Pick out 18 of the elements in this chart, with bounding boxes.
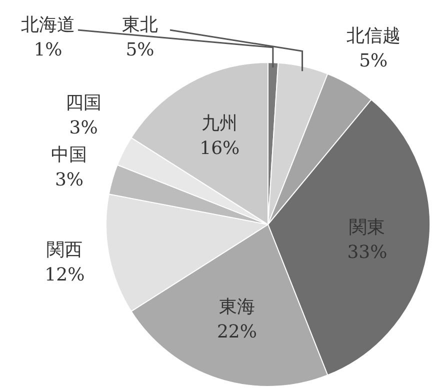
data-label: 1% (34, 40, 62, 61)
slice-label: 東北 (122, 14, 158, 36)
slice-label: 四国 (66, 92, 102, 114)
data-label: 16% (200, 138, 240, 160)
slice-label: 九州 (202, 113, 238, 134)
data-label: 3% (54, 169, 84, 190)
slice-label: 北信越 (346, 26, 400, 47)
slice-label: 関西 (46, 239, 83, 260)
slice-label: 関東 (349, 216, 386, 238)
data-label: 3% (69, 117, 98, 138)
slice-label: 中国 (51, 144, 88, 166)
slice-label: 北海道 (21, 14, 75, 36)
data-label: 5% (359, 50, 388, 72)
slice-label: 東海 (218, 296, 255, 318)
data-label: 33% (347, 242, 388, 263)
data-label: 22% (216, 322, 257, 343)
data-label: 12% (44, 264, 85, 286)
data-label: 5% (126, 40, 154, 61)
